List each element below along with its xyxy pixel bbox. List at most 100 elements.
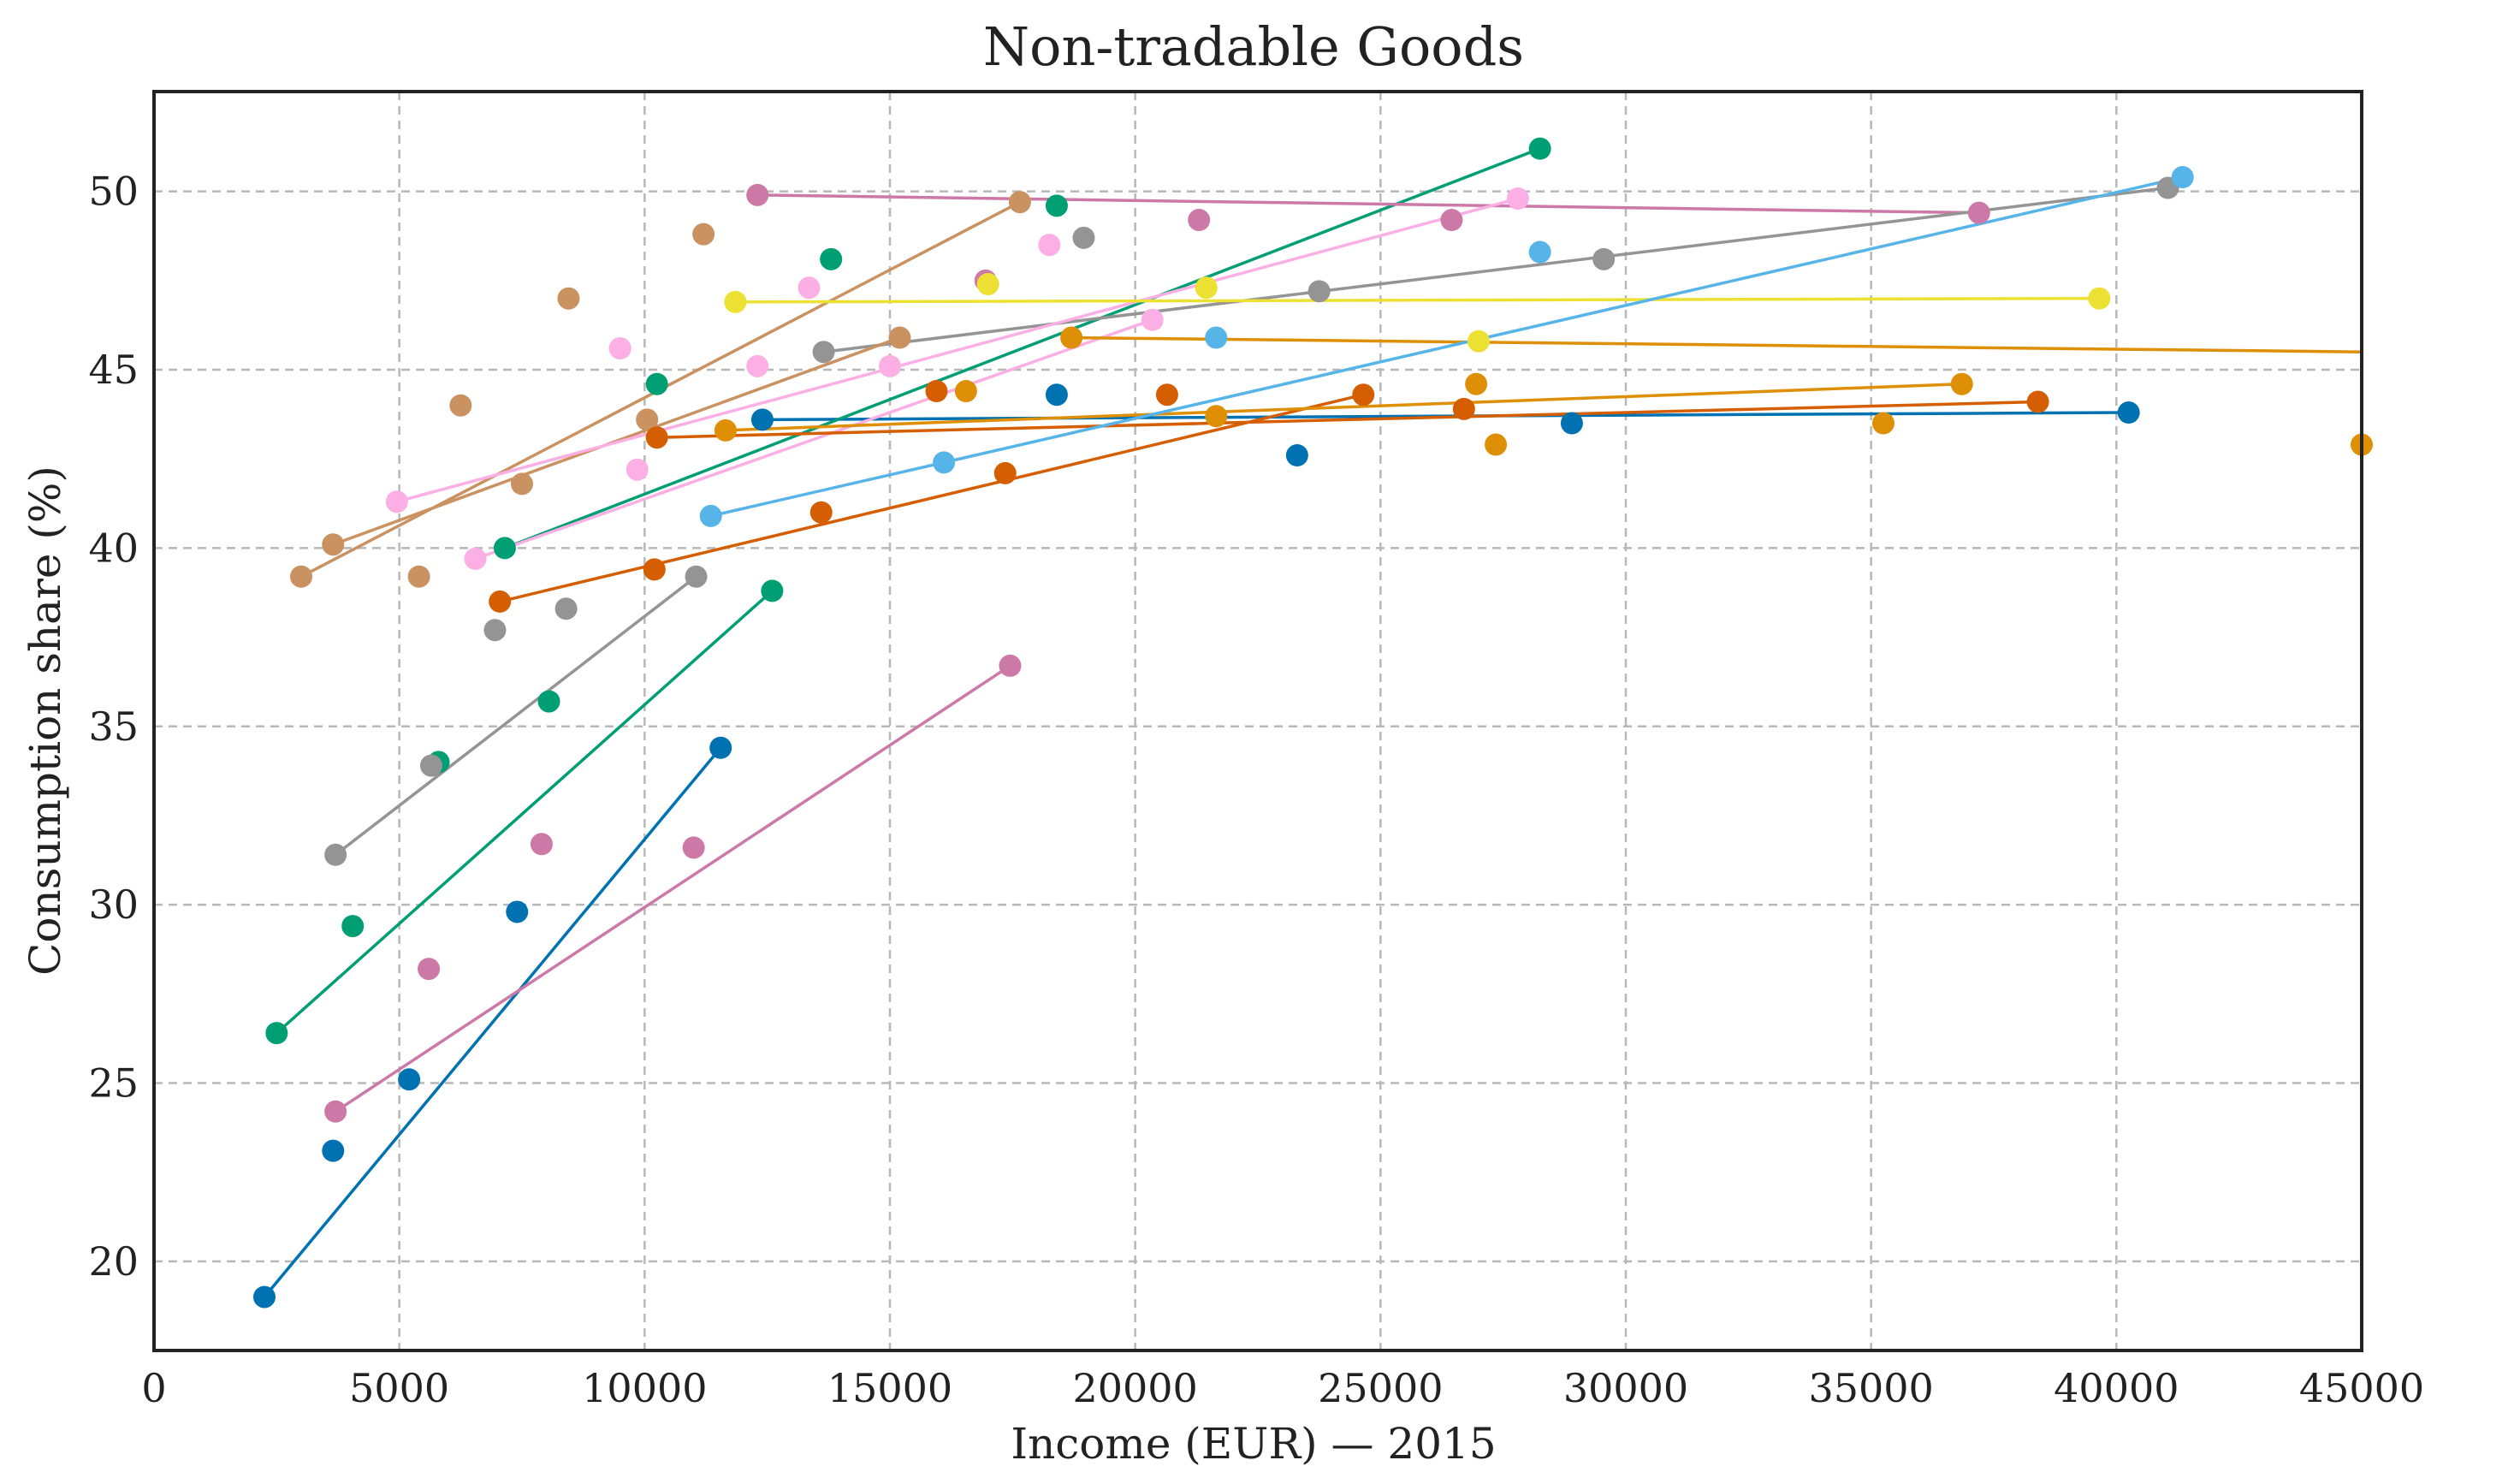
series-8-point xyxy=(1060,326,1083,349)
series-2-point xyxy=(265,1022,288,1045)
series-10-fit-line xyxy=(943,175,2184,465)
series-5-point xyxy=(888,326,911,349)
series-4-point xyxy=(1307,280,1331,303)
series-8-fit-line xyxy=(1071,335,2363,353)
series-5-point xyxy=(511,472,533,496)
x-tick-label: 25000 xyxy=(1318,1365,1443,1411)
series-7-point xyxy=(1452,397,1475,420)
x-tick-label: 20000 xyxy=(1072,1365,1197,1411)
series-1-point xyxy=(1560,412,1583,435)
series-10-point xyxy=(933,451,956,474)
series-8-point xyxy=(1205,405,1228,428)
series-10-point xyxy=(1205,326,1228,349)
series-6-point xyxy=(385,490,408,513)
series-3-point xyxy=(418,958,441,981)
series-6-point xyxy=(1141,308,1164,331)
series-lines xyxy=(263,147,2363,1298)
series-2-fit-line xyxy=(504,147,1541,550)
series-6-point xyxy=(746,354,769,377)
series-3-point xyxy=(530,833,553,856)
y-axis-label: Consumption share (%) xyxy=(21,466,70,976)
y-tick-label: 20 xyxy=(88,1238,139,1285)
x-tick-label: 10000 xyxy=(582,1365,707,1411)
x-tick-label: 35000 xyxy=(1808,1365,1933,1411)
series-4-point xyxy=(1072,226,1095,249)
y-tick-label: 40 xyxy=(88,525,139,571)
series-7-point xyxy=(1352,383,1375,407)
series-7-fit-line xyxy=(499,393,1364,603)
series-6-point xyxy=(1038,234,1061,257)
x-axis-ticks: 0 5000 10000 15000 20000 25000 30000 35000 40000… xyxy=(141,1365,2424,1411)
series-5-point xyxy=(449,394,472,417)
y-tick-label: 30 xyxy=(88,881,139,928)
series-6-point xyxy=(464,547,487,570)
y-axis-ticks: 20 25 30 35 40 45 50 xyxy=(88,169,139,1285)
series-3-point xyxy=(1440,209,1463,232)
series-4-point xyxy=(483,619,507,642)
series-9-fit-line xyxy=(735,296,2100,304)
series-5-point xyxy=(692,223,715,246)
series-3-point xyxy=(1188,209,1211,232)
series-3-point xyxy=(324,1100,347,1123)
series-4-point xyxy=(554,597,578,620)
series-8-point xyxy=(714,418,737,442)
series-1-point xyxy=(1045,383,1068,407)
series-6-point xyxy=(608,337,631,360)
series-points xyxy=(253,137,2373,1309)
series-5-point xyxy=(407,565,430,588)
series-1-point xyxy=(1285,444,1308,467)
series-9-point xyxy=(1195,276,1218,300)
series-3-fit-line xyxy=(757,193,1979,215)
series-5-point xyxy=(636,408,659,431)
series-10-fit-line xyxy=(710,460,945,518)
series-4-point xyxy=(1592,247,1616,270)
series-6-fit-line xyxy=(474,318,1153,561)
series-7-fit-line xyxy=(656,400,2038,439)
series-7-point xyxy=(643,558,666,581)
x-tick-label: 0 xyxy=(141,1365,166,1411)
plot-frame xyxy=(152,90,2363,1352)
series-9-point xyxy=(1468,329,1490,353)
series-10-point xyxy=(1528,240,1551,264)
series-1-point xyxy=(750,408,774,431)
series-1-point xyxy=(506,900,529,923)
series-1-fit-line xyxy=(263,746,722,1298)
series-5-point xyxy=(557,287,580,310)
series-2-point xyxy=(341,915,365,938)
series-7-point xyxy=(809,501,833,524)
x-tick-label: 15000 xyxy=(827,1365,952,1411)
series-8-point xyxy=(1950,372,1973,395)
series-2-point xyxy=(1528,137,1551,160)
series-3-point xyxy=(746,183,769,206)
x-tick-label: 5000 xyxy=(349,1365,449,1411)
series-3-point xyxy=(682,836,705,859)
series-1-point xyxy=(709,736,732,759)
y-tick-label: 50 xyxy=(88,169,139,215)
series-4-point xyxy=(419,754,442,777)
grid xyxy=(152,92,2363,1350)
series-2-point xyxy=(1045,194,1068,217)
series-6-point xyxy=(798,276,821,300)
series-2-point xyxy=(645,372,668,395)
series-3-fit-line xyxy=(335,664,1011,1113)
series-4-point xyxy=(685,565,708,588)
series-7-point xyxy=(2026,390,2049,413)
y-tick-label: 35 xyxy=(88,703,139,750)
series-9-point xyxy=(976,273,999,296)
series-2-point xyxy=(820,247,843,270)
series-4-point xyxy=(324,843,347,866)
series-6-point xyxy=(626,458,649,481)
series-10-point xyxy=(2171,166,2194,189)
x-tick-label: 40000 xyxy=(2054,1365,2179,1411)
series-4-fit-line xyxy=(335,575,697,857)
series-6-point xyxy=(879,354,901,377)
series-7-point xyxy=(489,590,512,613)
series-7-point xyxy=(645,426,668,449)
series-6-point xyxy=(1506,187,1529,211)
series-10-point xyxy=(699,504,722,527)
series-4-point xyxy=(812,341,835,364)
series-5-point xyxy=(1008,191,1031,214)
y-tick-label: 25 xyxy=(88,1060,139,1106)
series-7-point xyxy=(993,461,1017,484)
